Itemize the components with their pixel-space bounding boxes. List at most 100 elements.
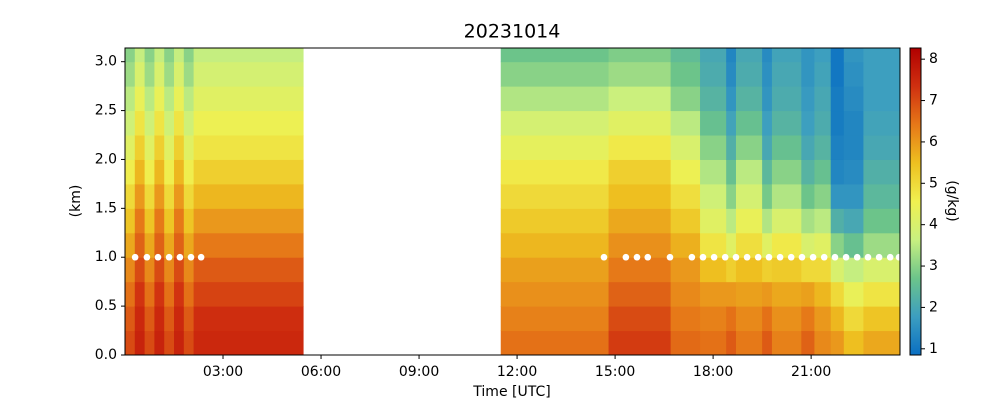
heat-cell <box>134 110 146 136</box>
heat-cell <box>125 86 136 112</box>
colorbar-tick-label: 7 <box>929 93 938 109</box>
marker <box>165 253 173 261</box>
heat-cell <box>164 257 175 283</box>
heat-cell <box>174 183 185 209</box>
heat-cell <box>125 257 136 283</box>
heat-cell <box>154 135 165 160</box>
heat-cell <box>762 306 773 332</box>
heat-cell <box>762 135 773 160</box>
colorbar-tick-label: 3 <box>929 258 938 274</box>
heat-cell <box>670 61 701 87</box>
heat-cell <box>193 257 304 283</box>
heat-cell <box>134 281 146 307</box>
heat-cell <box>762 257 773 283</box>
heat-cell <box>762 281 773 307</box>
x-tick-label: 12:00 <box>497 364 537 380</box>
colorbar-tick-label: 1 <box>929 341 938 357</box>
marker <box>875 253 883 261</box>
marker <box>688 253 696 261</box>
marker <box>143 253 151 261</box>
heat-cell <box>771 61 802 87</box>
marker <box>842 253 850 261</box>
heat-cell <box>830 306 845 332</box>
marker <box>743 253 751 261</box>
marker <box>176 253 184 261</box>
heat-cell <box>814 135 832 160</box>
heat-cell <box>801 306 815 332</box>
heat-cell <box>801 330 815 356</box>
heat-cell <box>735 232 763 258</box>
heat-cell <box>164 208 175 234</box>
heat-cell <box>801 232 815 258</box>
heat-cell <box>843 281 864 307</box>
heat-cell <box>863 48 901 63</box>
heat-cell <box>500 135 610 160</box>
heat-cell <box>830 86 845 112</box>
heat-cell <box>134 135 146 160</box>
heat-cell <box>843 86 864 112</box>
marker <box>765 253 773 261</box>
heat-cell <box>174 86 185 112</box>
heat-cell <box>164 135 175 160</box>
heat-cell <box>863 86 901 112</box>
heat-cell <box>700 61 727 87</box>
heat-cell <box>762 86 773 112</box>
heat-cell <box>771 306 802 332</box>
marker <box>853 253 861 261</box>
heat-cell <box>193 306 304 332</box>
heat-cell <box>814 257 832 283</box>
heat-cell <box>608 61 672 87</box>
heat-cell <box>762 159 773 185</box>
heat-cell <box>700 208 727 234</box>
heat-cell <box>735 183 763 209</box>
heat-cell <box>144 183 155 209</box>
heat-cell <box>801 208 815 234</box>
heat-cell <box>183 257 195 283</box>
heat-cell <box>726 232 737 258</box>
heat-cell <box>154 183 165 209</box>
colorbar <box>909 47 922 356</box>
heat-cell <box>500 208 610 234</box>
heat-cell <box>154 257 165 283</box>
heat-cell <box>700 110 727 136</box>
heat-cell <box>735 86 763 112</box>
heat-cell <box>814 306 832 332</box>
heat-cell <box>771 183 802 209</box>
heat-cell <box>125 48 136 63</box>
heat-cell <box>125 306 136 332</box>
heat-cell <box>500 330 610 356</box>
heat-cell <box>193 86 304 112</box>
heat-cell <box>726 159 737 185</box>
heat-cell <box>174 257 185 283</box>
heat-cell <box>771 110 802 136</box>
marker <box>831 253 839 261</box>
heat-cell <box>700 306 727 332</box>
heat-cell <box>735 61 763 87</box>
heat-cell <box>193 281 304 307</box>
heat-cell <box>814 86 832 112</box>
heat-cell <box>134 48 146 63</box>
heat-cell <box>735 208 763 234</box>
heat-cell <box>863 183 901 209</box>
heat-cell <box>843 208 864 234</box>
heat-cell <box>164 232 175 258</box>
heat-cell <box>771 48 802 63</box>
heat-cell <box>154 330 165 356</box>
marker <box>776 253 784 261</box>
heat-cell <box>771 257 802 283</box>
heat-cell <box>125 159 136 185</box>
heat-cell <box>134 232 146 258</box>
heat-cell <box>183 61 195 87</box>
marker <box>600 253 608 261</box>
heat-cell <box>801 159 815 185</box>
heat-cell <box>154 48 165 63</box>
x-tick-label: 18:00 <box>693 364 733 380</box>
y-tick-label: 1.0 <box>95 249 117 265</box>
heat-cell <box>608 86 672 112</box>
heat-cell <box>863 61 901 87</box>
heat-cell <box>500 183 610 209</box>
x-tick-label: 21:00 <box>791 364 831 380</box>
heat-cell <box>830 159 845 185</box>
heat-cell <box>134 208 146 234</box>
